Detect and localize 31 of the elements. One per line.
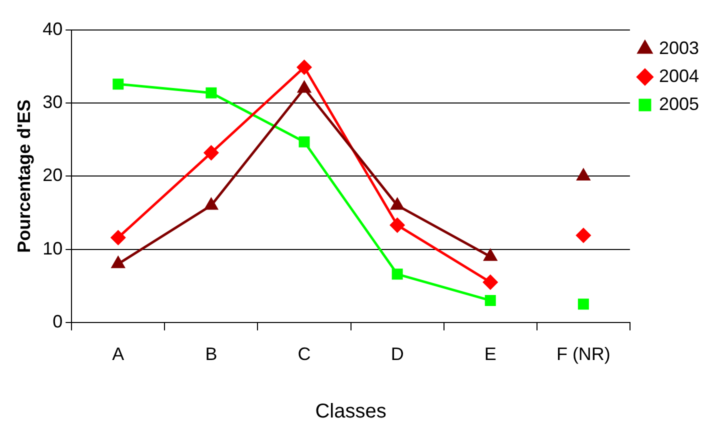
point (298, 81, 311, 93)
legend-label: 2003 (658, 38, 700, 58)
x-tick-label: F (NR) (556, 344, 610, 364)
y-tick-label: 40 (42, 18, 63, 39)
point (297, 60, 312, 75)
x-tick-label: E (484, 344, 496, 364)
point (390, 218, 405, 232)
x-tick-label: A (112, 344, 124, 364)
y-tick-label: 10 (42, 238, 63, 258)
x-tick-label: D (390, 344, 404, 364)
point (484, 249, 497, 261)
point (484, 294, 496, 306)
point (112, 256, 125, 268)
y-axis-title: Pourcentage d'ES (14, 100, 34, 253)
x-tick-label: B (205, 344, 218, 364)
point (204, 198, 218, 210)
point (206, 87, 217, 98)
y-tick-label: 0 (52, 311, 63, 332)
point (298, 136, 310, 148)
point (204, 146, 218, 160)
x-axis-title: Classes (315, 400, 386, 423)
point (110, 230, 126, 245)
y-tick-label: 20 (42, 165, 63, 186)
point (390, 198, 404, 210)
y-tick-label: 30 (42, 92, 63, 112)
point (112, 78, 124, 90)
point (392, 268, 403, 280)
legend-label: 2005 (658, 94, 700, 114)
point (483, 274, 498, 290)
legend-label: 2004 (658, 66, 700, 86)
x-tick-label: C (298, 344, 311, 364)
